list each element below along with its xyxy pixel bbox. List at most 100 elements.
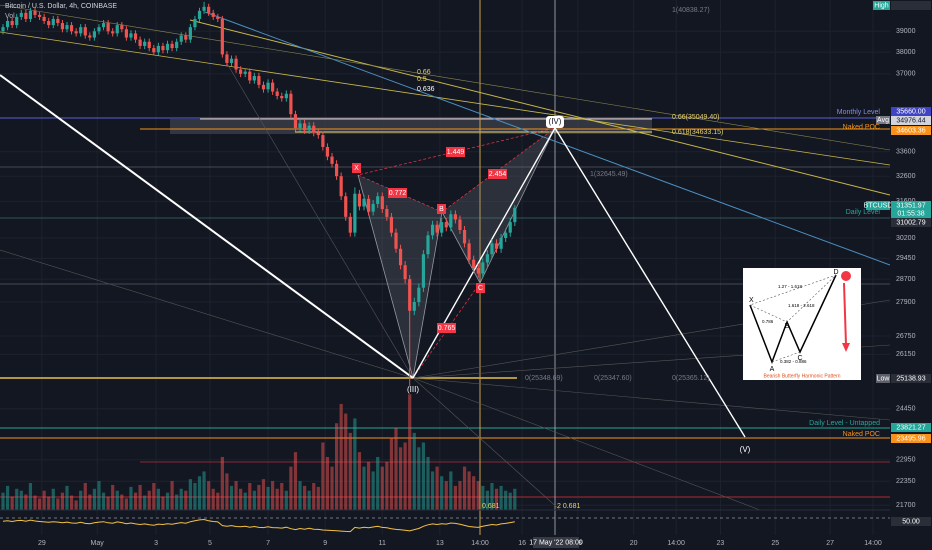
volume-bar <box>481 485 485 510</box>
volume-bar <box>74 500 78 510</box>
volume-bar <box>453 485 457 510</box>
candle-body <box>15 16 19 26</box>
x-tick-label: May <box>91 540 105 547</box>
volume-bar <box>426 456 430 510</box>
volume-bar <box>5 485 10 510</box>
candle-body <box>398 248 403 266</box>
inset-ratio: 0.382 - 0.886 <box>780 359 807 364</box>
candle-body <box>462 230 467 244</box>
volume-bar <box>385 461 389 510</box>
candle-body <box>412 302 416 311</box>
volume-bar <box>152 483 156 510</box>
candle-body <box>325 146 330 157</box>
x-tick-label: 7 <box>266 540 270 547</box>
volume-bar <box>485 490 489 510</box>
volume-bar <box>19 490 23 510</box>
volume-bar <box>42 490 46 510</box>
candle-body <box>380 196 384 210</box>
candle-body <box>353 193 357 233</box>
volume-bar <box>220 456 224 510</box>
volume-bar <box>458 481 462 510</box>
candle-body <box>243 71 247 74</box>
volume-bar <box>257 484 261 510</box>
candle-body <box>207 6 211 13</box>
volume-bar <box>252 490 256 510</box>
candle-body <box>138 39 142 46</box>
y-tick-label: 26750 <box>896 333 916 340</box>
fib-label: 0.636 <box>417 86 435 93</box>
volume-bar <box>398 447 403 510</box>
volume-bar <box>271 481 275 510</box>
candle-body <box>229 58 234 64</box>
candle-body <box>467 243 471 260</box>
x-tick-label: 14:00 <box>471 540 489 547</box>
candle-body <box>376 196 380 204</box>
y-tick-label: 29450 <box>896 255 916 262</box>
volume-bar <box>307 490 311 510</box>
candle-body <box>5 21 10 28</box>
ratio: 1.449 <box>447 149 465 156</box>
volume-bar <box>92 488 97 510</box>
volume-bar <box>60 492 65 510</box>
volume-bar <box>462 466 467 510</box>
candle-body <box>193 18 197 28</box>
fib-label: 2 0.681 <box>557 503 580 510</box>
volume-bar <box>293 452 298 510</box>
candle-body <box>124 29 128 38</box>
candle-body <box>481 262 485 274</box>
pattern-inset: X A B C D 1.27 - 1.618 1.618 - 2.618 0.7… <box>743 268 861 380</box>
candle-body <box>92 31 97 38</box>
x-tick-label: 29 <box>38 540 46 547</box>
volume-bar <box>124 498 128 510</box>
y-tick-label: 32600 <box>896 173 916 180</box>
y-tick-label: 21700 <box>896 502 916 509</box>
candle-body <box>161 45 165 51</box>
volume-bar <box>444 481 448 510</box>
candle-body <box>175 41 179 49</box>
fib-label: 0.618(34633.15) <box>672 129 723 136</box>
candle-body <box>508 222 512 233</box>
volume-bar <box>243 492 247 510</box>
x-tick-label: 20 <box>630 540 638 547</box>
candle-body <box>129 33 133 38</box>
volume-bar <box>229 485 234 510</box>
fib-label: 1(40838.27) <box>672 7 710 14</box>
fib-label: 0.66 <box>417 69 431 76</box>
candle-body <box>499 237 503 249</box>
volume-bar <box>330 466 334 510</box>
volume-bar <box>513 488 517 510</box>
price-label: BTCUSD <box>864 202 893 209</box>
volume-bar <box>179 488 183 510</box>
volume-bar <box>476 481 480 510</box>
volume-bar <box>394 428 398 510</box>
x-tick-label: 3 <box>154 540 158 547</box>
level-name: Daily Level <box>846 209 881 216</box>
volume-bar <box>472 476 476 510</box>
price-label: 31351.97 <box>896 202 925 209</box>
candle-body <box>179 35 183 42</box>
candle-body <box>476 267 480 274</box>
candle-body <box>65 25 69 30</box>
candle-body <box>111 31 115 34</box>
fib-label: 0.66(35049.40) <box>672 114 719 121</box>
price-label: Avg <box>877 117 889 124</box>
cursor-date: 17 May '22 08:00 <box>529 539 583 546</box>
candle-body <box>458 219 462 231</box>
y-tick-label: 22950 <box>896 457 916 464</box>
candle-body <box>330 156 334 164</box>
candle-body <box>211 12 215 17</box>
volume-bar <box>412 432 416 510</box>
time-axis <box>0 535 932 550</box>
volume-bar <box>129 486 133 510</box>
volume-bar <box>79 490 83 510</box>
volume-bar <box>376 456 380 510</box>
volume-bar <box>207 481 211 510</box>
volume-bar <box>494 488 499 510</box>
volume-bar <box>440 476 444 510</box>
volume-bar <box>321 442 325 510</box>
x-tick-label: 23 <box>717 540 725 547</box>
candle-body <box>152 48 156 53</box>
volume-bar <box>106 496 110 510</box>
volume-bar <box>499 485 503 510</box>
